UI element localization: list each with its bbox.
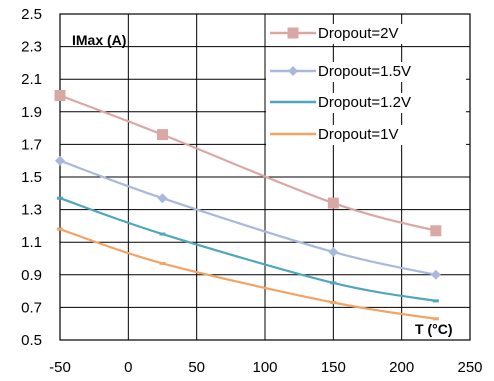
x-tick-label-2: 50 <box>188 359 205 376</box>
y-axis-title: IMax (A) <box>72 32 126 48</box>
data-point-1-3 <box>430 269 441 280</box>
data-point-1-1 <box>157 193 168 204</box>
series-0 <box>54 90 442 237</box>
series-line-1 <box>59 159 437 276</box>
y-tick-label-1: 0.7 <box>21 299 42 316</box>
plot-frame <box>59 13 471 341</box>
tick-labels: -50 0 50 100 150 200 250 0.5 0.7 0.9 1.1 1.3 1.5 1.7 1… <box>21 6 482 376</box>
data-point-0-1 <box>157 129 168 141</box>
x-tick-label-5: 200 <box>389 359 414 376</box>
y-tick-label-9: 2.3 <box>21 39 42 56</box>
legend-label-2: Dropout=1.2V <box>318 94 411 111</box>
series-line-0 <box>59 94 437 232</box>
legend-item-bg-3 <box>266 125 466 145</box>
data-point-3-2 <box>330 301 337 305</box>
legend-item-0: Dropout=2V <box>266 24 466 44</box>
legend-marker-1 <box>288 66 298 76</box>
x-tick-label-1: 0 <box>124 359 132 376</box>
data-point-0-3 <box>430 225 442 237</box>
legend-item-bg-2 <box>266 93 466 113</box>
data-point-2-2 <box>330 281 337 285</box>
legend-label-3: Dropout=1V <box>318 126 398 143</box>
data-point-3-3 <box>432 317 439 321</box>
y-tick-label-10: 2.5 <box>21 6 42 23</box>
data-point-2-1 <box>159 232 166 236</box>
legend-item-3: Dropout=1V <box>266 125 466 145</box>
x-axis-title: T (°C) <box>415 321 452 337</box>
series-2 <box>57 196 439 303</box>
series-1 <box>55 155 441 280</box>
data-point-0-0 <box>54 90 66 101</box>
y-tick-label-7: 1.9 <box>21 104 42 121</box>
legend-item-2: Dropout=1.2V <box>266 93 466 113</box>
y-tick-label-3: 1.1 <box>21 234 42 251</box>
data-point-3-1 <box>159 261 166 265</box>
legend-label-1: Dropout=1.5V <box>318 63 411 80</box>
y-tick-label-2: 0.9 <box>21 267 42 284</box>
y-tick-label-4: 1.3 <box>21 202 42 219</box>
x-tick-label-4: 150 <box>321 359 346 376</box>
legend: Dropout=2V Dropout=1.5V Dropout=1.2V Dropou… <box>266 24 466 145</box>
legend-item-1: Dropout=1.5V <box>266 62 466 82</box>
series-line-2 <box>59 197 437 302</box>
data-point-1-0 <box>55 155 65 166</box>
x-tick-label-6: 250 <box>457 359 482 376</box>
series-3 <box>57 227 439 321</box>
data-point-0-2 <box>327 197 339 209</box>
legend-marker-0 <box>287 27 299 39</box>
series-layer <box>54 90 442 321</box>
data-point-3-0 <box>57 227 63 231</box>
x-tick-label-3: 100 <box>252 359 277 376</box>
y-tick-label-5: 1.5 <box>21 169 42 186</box>
legend-item-bg-1 <box>266 62 466 82</box>
y-tick-label-6: 1.7 <box>21 136 42 153</box>
x-tick-label-0: -50 <box>49 359 71 376</box>
legend-item-bg-0 <box>266 24 466 44</box>
data-point-2-3 <box>432 299 439 303</box>
grid <box>59 13 471 341</box>
series-line-3 <box>59 228 437 320</box>
data-point-2-0 <box>57 196 63 200</box>
legend-label-0: Dropout=2V <box>318 25 398 42</box>
y-tick-label-8: 2.1 <box>21 71 42 88</box>
y-tick-label-0: 0.5 <box>21 332 42 349</box>
data-point-1-2 <box>328 246 339 257</box>
